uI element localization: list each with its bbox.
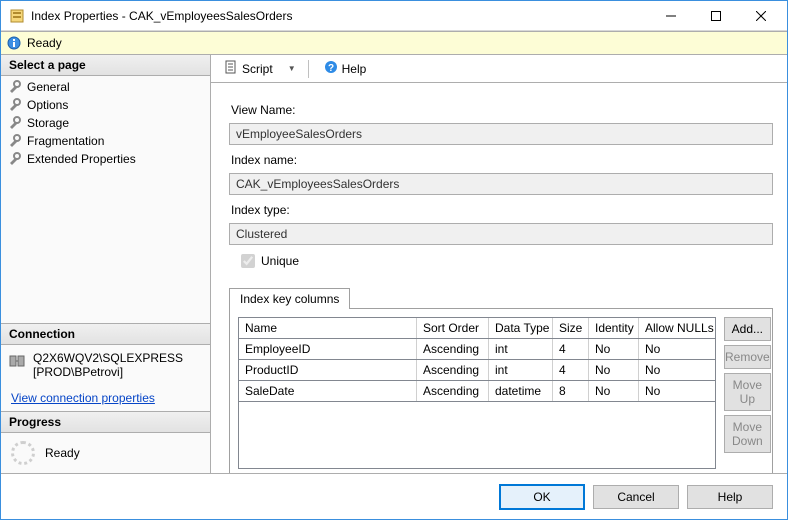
minimize-button[interactable] — [648, 2, 693, 30]
move-up-button[interactable]: Move Up — [724, 373, 771, 411]
unique-label: Unique — [261, 254, 299, 268]
cell-size: 4 — [553, 360, 589, 380]
view-connection-properties-link[interactable]: View connection properties — [11, 391, 155, 405]
view-name-label: View Name: — [229, 101, 773, 117]
ok-button[interactable]: OK — [499, 484, 585, 510]
svg-text:?: ? — [328, 63, 334, 74]
progress-status: Ready — [45, 446, 80, 460]
wrench-icon — [7, 80, 21, 94]
status-text: Ready — [27, 36, 62, 50]
toolbar: Script ▼ ? Help — [211, 55, 787, 83]
server-icon — [9, 353, 25, 369]
grid-row[interactable]: SaleDate Ascending datetime 8 No No — [239, 381, 715, 402]
progress-header: Progress — [1, 411, 210, 433]
grid-row[interactable]: EmployeeID Ascending int 4 No No — [239, 339, 715, 360]
connection-server: Q2X6WQV2\SQLEXPRESS — [33, 351, 183, 365]
cell-size: 4 — [553, 339, 589, 359]
info-icon — [7, 36, 21, 50]
tab-index-key-columns[interactable]: Index key columns — [229, 288, 350, 309]
col-name-header[interactable]: Name — [239, 318, 417, 338]
cell-type: int — [489, 360, 553, 380]
wrench-icon — [7, 134, 21, 148]
toolbar-separator — [308, 60, 309, 78]
page-extended-properties[interactable]: Extended Properties — [1, 150, 210, 168]
page-list: General Options Storage Fragmentation Ex… — [1, 76, 210, 170]
wrench-icon — [7, 116, 21, 130]
wrench-icon — [7, 98, 21, 112]
grid-empty-space — [239, 402, 715, 468]
script-button[interactable]: Script — [217, 57, 280, 80]
cell-sort: Ascending — [417, 360, 489, 380]
page-storage[interactable]: Storage — [1, 114, 210, 132]
help-label: Help — [342, 62, 367, 76]
index-name-label: Index name: — [229, 151, 773, 167]
dialog-footer: OK Cancel Help — [1, 473, 787, 519]
view-name-field: vEmployeeSalesOrders — [229, 123, 773, 145]
unique-checkbox — [241, 254, 255, 268]
move-down-button[interactable]: Move Down — [724, 415, 771, 453]
col-sort-header[interactable]: Sort Order — [417, 318, 489, 338]
cancel-button[interactable]: Cancel — [593, 485, 679, 509]
cell-name: EmployeeID — [239, 339, 417, 359]
cell-nulls: No — [639, 360, 715, 380]
cell-identity: No — [589, 381, 639, 401]
dialog-window: Index Properties - CAK_vEmployeesSalesOr… — [0, 0, 788, 520]
cell-name: SaleDate — [239, 381, 417, 401]
connection-header: Connection — [1, 323, 210, 345]
progress-spinner-icon — [11, 441, 35, 465]
cell-sort: Ascending — [417, 339, 489, 359]
page-label: Storage — [27, 116, 69, 130]
cell-nulls: No — [639, 381, 715, 401]
maximize-button[interactable] — [693, 2, 738, 30]
connection-user: [PROD\BPetrovi] — [33, 365, 183, 379]
cell-type: int — [489, 339, 553, 359]
sidebar: Select a page General Options Storage Fr… — [1, 55, 211, 473]
col-type-header[interactable]: Data Type — [489, 318, 553, 338]
cell-size: 8 — [553, 381, 589, 401]
wrench-icon — [7, 152, 21, 166]
page-options[interactable]: Options — [1, 96, 210, 114]
cell-identity: No — [589, 339, 639, 359]
close-button[interactable] — [738, 2, 783, 30]
page-general[interactable]: General — [1, 78, 210, 96]
app-icon — [9, 8, 25, 24]
col-size-header[interactable]: Size — [553, 318, 589, 338]
status-strip: Ready — [1, 31, 787, 55]
col-nulls-header[interactable]: Allow NULLs — [639, 318, 715, 338]
connection-info: Q2X6WQV2\SQLEXPRESS [PROD\BPetrovi] — [1, 345, 210, 385]
titlebar: Index Properties - CAK_vEmployeesSalesOr… — [1, 1, 787, 31]
grid-side-buttons: Add... Remove Move Up Move Down — [724, 317, 771, 469]
page-fragmentation[interactable]: Fragmentation — [1, 132, 210, 150]
page-label: Fragmentation — [27, 134, 104, 148]
cell-sort: Ascending — [417, 381, 489, 401]
script-icon — [224, 60, 238, 77]
add-button[interactable]: Add... — [724, 317, 771, 341]
page-label: Extended Properties — [27, 152, 136, 166]
remove-button[interactable]: Remove — [724, 345, 771, 369]
cell-type: datetime — [489, 381, 553, 401]
cell-name: ProductID — [239, 360, 417, 380]
window-title: Index Properties - CAK_vEmployeesSalesOr… — [31, 9, 648, 23]
tab-panel: Name Sort Order Data Type Size Identity … — [229, 308, 773, 473]
cell-nulls: No — [639, 339, 715, 359]
cell-identity: No — [589, 360, 639, 380]
page-label: General — [27, 80, 70, 94]
script-label: Script — [242, 62, 273, 76]
col-identity-header[interactable]: Identity — [589, 318, 639, 338]
help-icon: ? — [324, 60, 338, 77]
grid-row[interactable]: ProductID Ascending int 4 No No — [239, 360, 715, 381]
page-label: Options — [27, 98, 68, 112]
index-type-field: Clustered — [229, 223, 773, 245]
script-dropdown-arrow[interactable]: ▼ — [284, 64, 300, 73]
index-name-field: CAK_vEmployeesSalesOrders — [229, 173, 773, 195]
columns-grid[interactable]: Name Sort Order Data Type Size Identity … — [238, 317, 716, 469]
main-panel: Script ▼ ? Help View Name: vEmployeeSale… — [211, 55, 787, 473]
help-button[interactable]: ? Help — [317, 57, 374, 80]
index-type-label: Index type: — [229, 201, 773, 217]
progress-panel: Ready — [1, 433, 210, 473]
grid-header: Name Sort Order Data Type Size Identity … — [239, 318, 715, 339]
select-page-header: Select a page — [1, 55, 210, 76]
footer-help-button[interactable]: Help — [687, 485, 773, 509]
